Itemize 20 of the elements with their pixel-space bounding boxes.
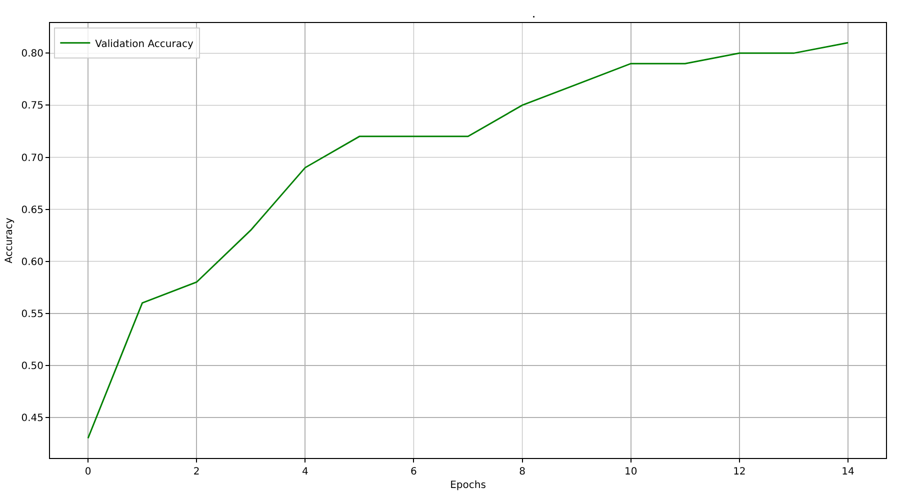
legend-label: Validation Accuracy xyxy=(95,38,194,50)
y-axis-title: Accuracy xyxy=(4,218,16,264)
x-tick-label: 10 xyxy=(624,466,638,478)
x-tick-label: 0 xyxy=(84,466,92,478)
x-axis-title: Epochs xyxy=(450,480,486,491)
y-tick-label: 0.70 xyxy=(21,152,44,164)
y-tick-label: 0.80 xyxy=(21,48,44,60)
y-tick-label: 0.45 xyxy=(21,412,44,424)
x-tick-label: 14 xyxy=(842,466,854,478)
x-tick-label: 2 xyxy=(193,466,200,478)
y-tick-label: 0.75 xyxy=(21,100,44,112)
y-tick-label: 0.55 xyxy=(21,308,44,320)
chart-title: . xyxy=(532,6,536,20)
x-tick-label: 8 xyxy=(519,466,526,478)
x-tick-label: 6 xyxy=(410,466,417,478)
y-tick-label: 0.60 xyxy=(21,256,44,268)
y-tick-label: 0.65 xyxy=(21,204,44,216)
x-tick-label: 4 xyxy=(302,466,308,478)
y-tick-label: 0.50 xyxy=(21,360,44,372)
x-tick-label: 12 xyxy=(733,466,746,478)
